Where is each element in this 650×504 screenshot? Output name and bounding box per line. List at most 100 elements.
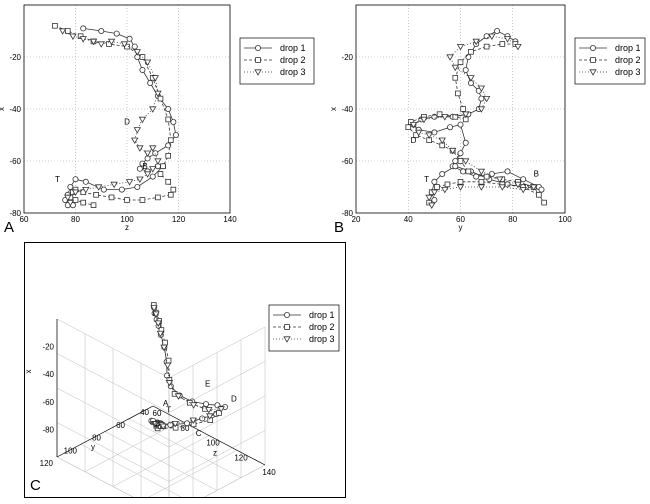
panel-b-legend-label-3: drop 3 xyxy=(615,67,641,77)
panel-b-point xyxy=(477,85,486,93)
panel-c-legend-box xyxy=(268,304,340,352)
panel-a-point xyxy=(143,150,152,158)
panel-a-point xyxy=(139,160,146,167)
panel-c-point xyxy=(189,402,198,409)
panel-a-legend-marker-3 xyxy=(254,69,262,76)
panel-c-xtick-label: -40 xyxy=(42,370,54,379)
panel-a-point xyxy=(64,28,71,34)
panel-b-point xyxy=(420,116,428,124)
panel-a-point xyxy=(125,179,134,186)
panel-a-point xyxy=(157,171,164,177)
panel-b-point xyxy=(488,170,495,177)
panel-b-xtick-label: 40 xyxy=(404,215,413,224)
panel-b-annotation-b: B xyxy=(534,170,539,179)
panel-c-ytick-label: 40 xyxy=(140,408,149,417)
panel-b-legend-marker-2 xyxy=(590,57,596,63)
panel-a-legend: drop 1 drop 2 drop 3 xyxy=(239,37,315,85)
panel-b-point xyxy=(467,75,475,82)
panel-b-series-3 xyxy=(409,33,538,210)
panel-a-point xyxy=(154,90,162,98)
panel-b-point xyxy=(446,54,454,61)
panel-c-xtick-label: -80 xyxy=(42,425,54,434)
panel-a-point xyxy=(149,166,157,173)
panel-b-point xyxy=(504,168,511,175)
panel-c-point xyxy=(163,362,172,370)
panel-b-point xyxy=(472,38,480,46)
panel-a-point xyxy=(118,186,125,193)
panel-a-point xyxy=(90,202,97,209)
panel-b-xlabel: y xyxy=(459,223,463,232)
panel-a-point xyxy=(126,35,133,42)
panel-b-point xyxy=(441,114,449,121)
panel-c-point xyxy=(171,421,179,428)
panel-c-point xyxy=(162,339,168,346)
panel-a-point xyxy=(64,194,72,202)
panel-b-ytick-label: -40 xyxy=(341,105,353,114)
panel-c-xtick-label: -60 xyxy=(42,398,54,407)
panel-c-legend: drop 1 drop 2 drop 3 xyxy=(268,304,340,352)
panel-c-annotation-a: A xyxy=(163,399,169,408)
panel-a-point xyxy=(72,176,79,183)
panel-a-panel-letter: A xyxy=(4,219,14,236)
panel-a-point xyxy=(107,38,116,46)
panel-b-point xyxy=(441,186,449,194)
panel-b-point xyxy=(462,139,469,146)
panel-a-point xyxy=(89,38,98,46)
panel-b-point xyxy=(473,173,480,180)
panel-b-point xyxy=(405,124,412,131)
panel-a-point xyxy=(82,186,90,194)
panel-b-point xyxy=(434,184,440,190)
panel-a-xtick-label: 80 xyxy=(71,215,80,224)
panel-b-point xyxy=(409,122,418,129)
panel-a-point xyxy=(143,59,152,67)
panel-c-chart: 60 80 100 120 140 40 60 80 100 120 -20 -40 -60 -80 z y x… xyxy=(24,242,346,498)
panel-b-point xyxy=(483,33,490,40)
panel-c-annotation-b: B xyxy=(155,419,160,428)
panel-a-point xyxy=(113,30,120,37)
panel-a-point xyxy=(154,158,162,165)
panel-b-point xyxy=(452,157,459,164)
panel-b-point xyxy=(478,95,485,102)
panel-a-point xyxy=(160,163,166,170)
panel-c-point xyxy=(206,413,214,420)
panel-c-point xyxy=(154,320,162,327)
panel-b-point xyxy=(457,150,464,157)
panel-a-point xyxy=(110,181,118,189)
panel-c-legend-label-1: drop 1 xyxy=(309,310,335,320)
panel-b-axes-frame xyxy=(355,4,566,214)
panel-a-xtick-label: 100 xyxy=(120,215,134,224)
panel-a-legend-label-3: drop 3 xyxy=(280,67,306,77)
panel-c-legend-label-2: drop 2 xyxy=(309,322,335,332)
panel-a-xtick-label: 120 xyxy=(172,215,186,224)
panel-b-point xyxy=(503,36,512,43)
panel-b-point xyxy=(452,163,459,170)
panel-c-annotation-d: D xyxy=(231,394,237,403)
panel-c-legend-marker-2 xyxy=(284,324,290,330)
panel-b-point xyxy=(519,186,527,194)
panel-c-point xyxy=(156,330,165,338)
panel-c-point xyxy=(165,380,174,387)
panel-b-point xyxy=(431,129,438,136)
panel-c-point xyxy=(159,423,167,430)
panel-c-gridline xyxy=(168,326,266,379)
panel-b-point xyxy=(448,147,457,155)
panel-a-point xyxy=(167,137,174,144)
panel-b-point xyxy=(452,75,459,81)
panel-b-point xyxy=(494,27,501,34)
panel-b-point xyxy=(451,64,459,72)
panel-a-xtick-label: 60 xyxy=(20,215,29,224)
panel-a-point xyxy=(165,178,172,185)
panel-b-xtick-label: 100 xyxy=(558,215,572,224)
panel-b-point xyxy=(465,54,472,61)
panel-a-point xyxy=(134,183,141,190)
panel-a-series-2 xyxy=(52,22,177,209)
panel-a-point xyxy=(149,173,156,180)
panel-a-point xyxy=(133,127,141,134)
panel-a-xtick-label: 140 xyxy=(223,215,237,224)
panel-b-point xyxy=(457,178,464,185)
panel-b-ytick-label: -20 xyxy=(341,53,353,62)
panel-b-point xyxy=(415,129,423,137)
panel-b-point xyxy=(431,196,438,203)
